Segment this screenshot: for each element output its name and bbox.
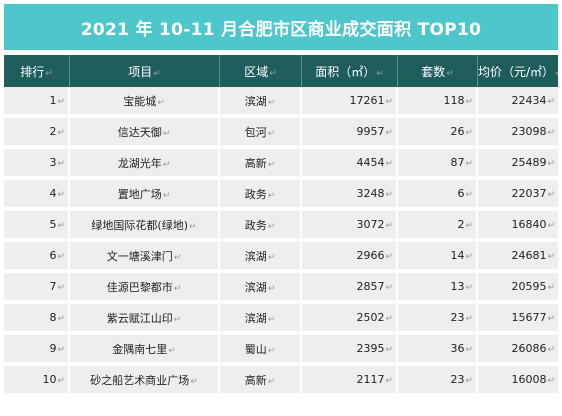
cell-units: 118↵ [398,87,478,118]
header-project: 项目↵ [70,55,220,87]
header-price: 均价（元/㎡）↵ [478,55,558,87]
ranking-table: 排行↵ 项目↵ 区域↵ 面积（㎡）↵ 套数↵ 均价（元/㎡）↵ 1↵宝能城↵滨湖… [4,55,558,397]
cell-area: 2395↵ [302,335,398,366]
table-row: 6↵ 文一塘溪津门↵ 滨湖↵ 2966↵ 14↵ 24681↵ [4,242,558,273]
cell-rank: 6↵ [4,242,70,273]
cell-project: 砂之船艺术商业广场↵ [70,366,220,397]
table-row: 4↵ 置地广场↵ 政务↵ 3248↵ 6↵ 22037↵ [4,180,558,211]
cell-project: 置地广场↵ [70,180,220,211]
cell-district: 高新↵ [220,149,302,180]
cell-district: 滨湖↵ [220,242,302,273]
table-header-row: 排行↵ 项目↵ 区域↵ 面积（㎡）↵ 套数↵ 均价（元/㎡）↵ [4,55,558,87]
cell-rank: 4↵ [4,180,70,211]
cell-district: 政务↵ [220,180,302,211]
cell-project: 佳源巴黎都市↵ [70,273,220,304]
cell-units: 23↵ [398,366,478,397]
cell-rank: 1↵ [4,87,70,118]
cell-units: 13↵ [398,273,478,304]
cell-rank: 8↵ [4,304,70,335]
cell-price: 23098↵ [478,118,558,149]
cell-area: 3248↵ [302,180,398,211]
header-units: 套数↵ [398,55,478,87]
cell-rank: 5↵ [4,211,70,242]
cell-district: 滨湖↵ [220,273,302,304]
cell-area: 2117↵ [302,366,398,397]
cell-units: 14↵ [398,242,478,273]
table-row: 7↵ 佳源巴黎都市↵ 滨湖↵ 2857↵ 13↵ 20595↵ [4,273,558,304]
table-row: 1↵ 宝能城↵ 滨湖↵ 17261↵ 118↵ 22434↵ [4,87,558,118]
cell-district: 蜀山↵ [220,335,302,366]
cell-price: 16840↵ [478,211,558,242]
table-row: 2↵ 信达天御↵ 包河↵ 9957↵ 26↵ 23098↵ [4,118,558,149]
cell-project: 宝能城↵ [70,87,220,118]
cell-area: 2966↵ [302,242,398,273]
table-row: 3↵ 龙湖光年↵ 高新↵ 4454↵ 87↵ 25489↵ [4,149,558,180]
cell-project: 龙湖光年↵ [70,149,220,180]
cell-rank: 10↵ [4,366,70,397]
header-district: 区域↵ [220,55,302,87]
cell-rank: 9↵ [4,335,70,366]
table-row: 5↵ 绿地国际花都(绿地)↵ 政务↵ 3072↵ 2↵ 16840↵ [4,211,558,242]
cell-area: 3072↵ [302,211,398,242]
cell-units: 23↵ [398,304,478,335]
cell-district: 滨湖↵ [220,87,302,118]
table-body: 1↵ 宝能城↵ 滨湖↵ 17261↵ 118↵ 22434↵ 2↵ 信达天御↵ 包河↵ 9957↵… [4,87,558,397]
header-rank: 排行↵ [4,55,70,87]
cell-project: 绿地国际花都(绿地)↵ [70,211,220,242]
table-title: 2021 年 10-11 月合肥市区商业成交面积 TOP10 [4,4,558,50]
cell-area: 2502↵ [302,304,398,335]
cell-price: 26086↵ [478,335,558,366]
cell-area: 2857↵ [302,273,398,304]
cell-price: 20595↵ [478,273,558,304]
cell-units: 87↵ [398,149,478,180]
cell-rank: 7↵ [4,273,70,304]
cell-district: 高新↵ [220,366,302,397]
cell-project: 文一塘溪津门↵ [70,242,220,273]
table-row: 10↵ 砂之船艺术商业广场↵ 高新↵ 2117↵ 23↵ 16008↵ [4,366,558,397]
table-row: 9↵ 金隅南七里↵ 蜀山↵ 2395↵ 36↵ 26086↵ [4,335,558,366]
cell-price: 22434↵ [478,87,558,118]
cell-rank: 3↵ [4,149,70,180]
cell-units: 2↵ [398,211,478,242]
cell-district: 政务↵ [220,211,302,242]
cell-area: 4454↵ [302,149,398,180]
cell-price: 16008↵ [478,366,558,397]
cell-price: 25489↵ [478,149,558,180]
cell-project: 信达天御↵ [70,118,220,149]
cell-area: 9957↵ [302,118,398,149]
cell-units: 36↵ [398,335,478,366]
cell-price: 15677↵ [478,304,558,335]
cell-project: 金隅南七里↵ [70,335,220,366]
cell-project: 紫云赋江山印↵ [70,304,220,335]
cell-units: 6↵ [398,180,478,211]
cell-rank: 2↵ [4,118,70,149]
table-row: 8↵ 紫云赋江山印↵ 滨湖↵ 2502↵ 23↵ 15677↵ [4,304,558,335]
header-area: 面积（㎡）↵ [302,55,398,87]
cell-district: 滨湖↵ [220,304,302,335]
cell-price: 24681↵ [478,242,558,273]
cell-district: 包河↵ [220,118,302,149]
cell-units: 26↵ [398,118,478,149]
cell-area: 17261↵ [302,87,398,118]
cell-price: 22037↵ [478,180,558,211]
